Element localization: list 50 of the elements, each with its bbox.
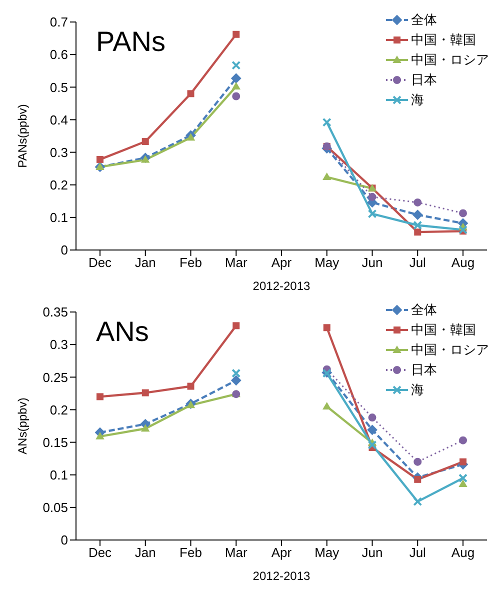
legend-label: 全体 [411,301,437,319]
x-tick-label: Feb [180,545,202,560]
x-tick-label: Jul [409,255,426,270]
y-tick-label: 0.5 [50,80,68,95]
x-tick-label: Dec [88,255,112,270]
y-tick-label: 0.1 [50,467,68,482]
y-tick-label: 0 [60,242,68,258]
x-tick-label: Aug [451,255,475,270]
x-tick-label: Aug [451,545,475,560]
y-tick-label: 0.25 [42,370,68,385]
chart-title: ANs [96,316,149,348]
x-tick-label: Jun [362,545,383,560]
y-tick-label: 0.4 [50,112,68,128]
legend-label: 中国・ロシア [411,51,489,69]
x-tick-label: Dec [88,545,112,560]
y-tick-label: 0.7 [50,14,68,30]
x-axis-title: 2012-2013 [252,279,311,293]
y-tick-label: 0.1 [50,210,68,226]
x-tick-label: Mar [224,545,248,560]
x-axis-title: 2012-2013 [252,569,311,583]
legend-label: 中国・韓国 [411,321,476,339]
y-tick-label: 0.3 [50,337,68,352]
y-tick-label: 0.15 [42,434,68,450]
y-tick-label: 0.35 [42,304,68,320]
y-tick-label: 0.05 [42,500,68,516]
y-tick-label: 0.2 [50,402,68,418]
legend-label: 中国・韓国 [411,31,476,49]
x-tick-label: Jul [409,545,426,560]
legend-label: 中国・ロシア [411,341,489,359]
y-tick-label: 0.6 [50,47,68,62]
x-tick-label: Jun [362,255,383,270]
x-tick-label: Jan [134,255,156,270]
x-tick-label: Apr [271,545,292,560]
x-tick-label: May [314,545,340,560]
y-tick-label: 0 [60,532,68,548]
chart-title: PANs [96,26,166,58]
legend-label: 海 [411,91,424,109]
x-tick-label: Jan [134,545,156,560]
x-tick-label: Feb [180,255,202,270]
y-axis-title: ANs(ppbv) [15,398,30,454]
y-tick-label: 0.2 [50,177,68,192]
x-tick-label: Apr [271,255,292,270]
legend-label: 日本 [411,71,437,89]
legend-label: 全体 [411,11,437,29]
y-axis-title: PANs(ppbv) [15,104,30,168]
x-tick-label: Mar [224,255,248,270]
legend-label: 海 [411,381,424,399]
legend-label: 日本 [411,361,437,379]
y-tick-label: 0.3 [50,144,68,160]
x-tick-label: May [314,255,340,270]
